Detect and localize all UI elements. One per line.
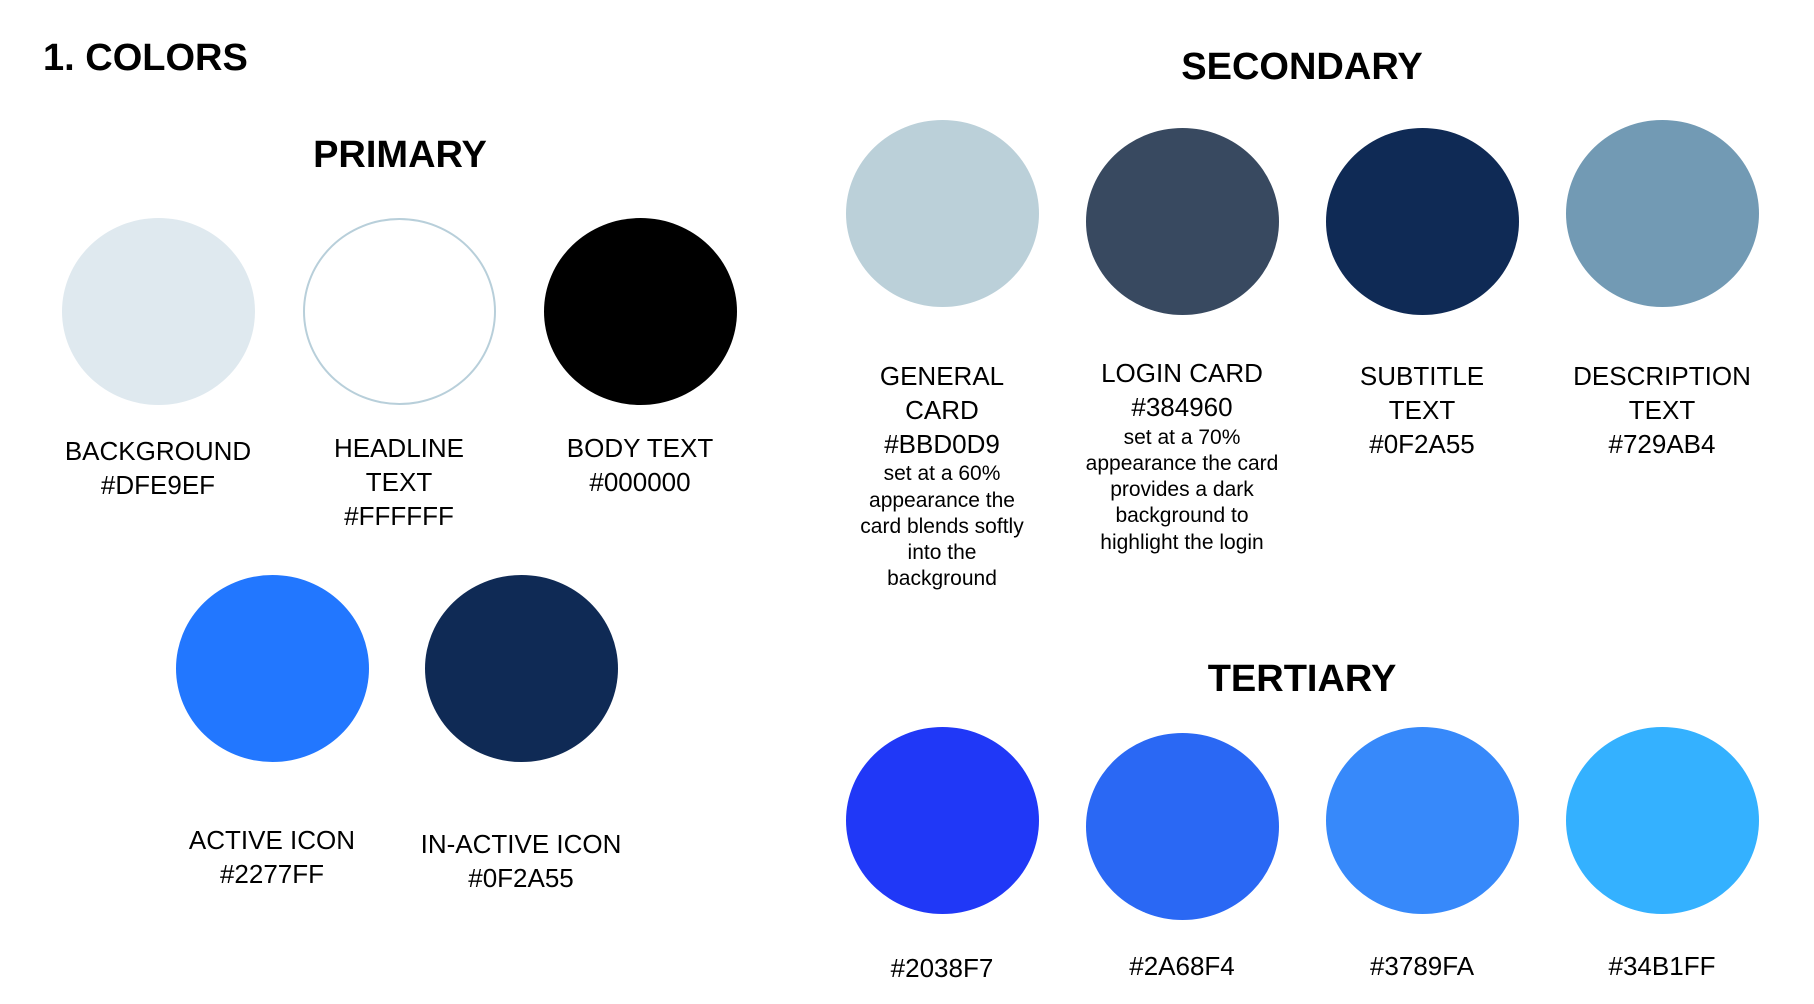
secondary-swatch-subtitle-text: SUBTITLE TEXT #0F2A55 — [1307, 128, 1537, 461]
swatch-hex: #2A68F4 — [1129, 951, 1235, 981]
primary-swatch-active-icon: ACTIVE ICON #2277FF — [157, 575, 387, 892]
color-circle — [424, 575, 618, 762]
swatch-label: SUBTITLE TEXT — [1359, 361, 1485, 425]
secondary-swatch-general-card: GENERAL CARD #BBD0D9 set at a 60% appear… — [827, 120, 1057, 593]
secondary-swatch-description-text: DESCRIPTION TEXT #729AB4 — [1547, 120, 1777, 461]
swatch-label: BODY TEXT — [566, 433, 714, 463]
swatch-hex: #729AB4 — [1608, 428, 1716, 459]
swatch-hex: #DFE9EF — [100, 469, 216, 500]
swatch-hex: #2277FF — [219, 858, 325, 889]
swatch-label: ACTIVE ICON — [188, 825, 356, 855]
secondary-section-title: SECONDARY — [1181, 46, 1423, 88]
swatch-hex: #2038F7 — [890, 953, 994, 983]
primary-swatch-body-text: BODY TEXT #000000 — [525, 218, 755, 500]
tertiary-swatch-2: #2A68F4 — [1067, 733, 1297, 984]
tertiary-swatch-4: #34B1FF — [1547, 727, 1777, 984]
primary-swatch-headline-text: HEADLINE TEXT #FFFFFF — [284, 218, 514, 533]
tertiary-swatch-1: #2038F7 — [827, 727, 1057, 986]
color-circle — [1325, 128, 1519, 315]
primary-swatch-inactive-icon: IN-ACTIVE ICON #0F2A55 — [406, 575, 636, 896]
swatch-label: GENERAL CARD — [879, 361, 1005, 425]
color-circle — [845, 120, 1039, 307]
color-circle — [175, 575, 369, 762]
page-heading: 1. COLORS — [43, 37, 248, 79]
swatch-note: set at a 70% appearance the card provide… — [1085, 425, 1279, 554]
swatch-label: BACKGROUND — [64, 436, 252, 466]
color-circle — [1325, 727, 1519, 914]
swatch-hex: #0F2A55 — [1369, 428, 1475, 459]
color-circle — [1085, 128, 1279, 315]
swatch-hex: #3789FA — [1369, 951, 1475, 981]
swatch-hex: #BBD0D9 — [884, 428, 1000, 459]
secondary-swatch-login-card: LOGIN CARD #384960 set at a 70% appearan… — [1067, 128, 1297, 556]
color-circle — [1565, 727, 1759, 914]
swatch-hex: #0F2A55 — [468, 862, 574, 893]
swatch-label: DESCRIPTION TEXT — [1573, 361, 1751, 425]
tertiary-swatch-3: #3789FA — [1307, 727, 1537, 984]
primary-swatch-background: BACKGROUND #DFE9EF — [43, 218, 273, 503]
color-circle — [1565, 120, 1759, 307]
swatch-hex: #384960 — [1131, 391, 1233, 422]
swatch-hex: #000000 — [589, 466, 691, 497]
swatch-label: LOGIN CARD — [1101, 358, 1263, 388]
color-circle — [61, 218, 255, 405]
tertiary-section-title: TERTIARY — [1207, 658, 1397, 700]
color-circle — [845, 727, 1039, 914]
swatch-label: IN-ACTIVE ICON — [420, 829, 622, 859]
color-circle — [543, 218, 737, 405]
swatch-label: HEADLINE TEXT — [333, 433, 465, 497]
color-circle — [302, 218, 496, 405]
swatch-note: set at a 60% appearance the card blends … — [860, 462, 1024, 591]
swatch-hex: #FFFFFF — [344, 500, 454, 531]
color-circle — [1085, 733, 1279, 920]
swatch-hex: #34B1FF — [1608, 951, 1716, 981]
primary-section-title: PRIMARY — [313, 134, 487, 176]
